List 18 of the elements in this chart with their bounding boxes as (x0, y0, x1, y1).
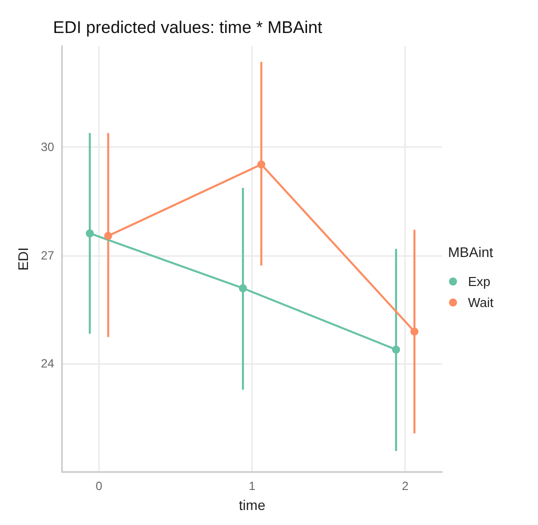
x-axis-title: time (238, 497, 266, 513)
point (86, 229, 94, 238)
legend-title: MBAint (448, 244, 494, 260)
legend-label: Wait (468, 295, 494, 310)
legend-label: Exp (468, 274, 490, 289)
point (257, 160, 266, 168)
x-tick-label: 1 (248, 479, 256, 493)
point (104, 232, 112, 240)
y-tick-label: 24 (40, 356, 55, 371)
point (238, 284, 247, 292)
y-tick-label: 27 (40, 248, 55, 262)
y-axis-title: EDI (15, 247, 31, 271)
point (392, 346, 400, 354)
x-tick-label: 0 (96, 479, 103, 493)
chart-title: EDI predicted values: time * MBAint (53, 18, 323, 37)
x-tick-label: 2 (402, 479, 409, 493)
point (410, 328, 418, 336)
y-tick-label: 30 (40, 140, 55, 154)
